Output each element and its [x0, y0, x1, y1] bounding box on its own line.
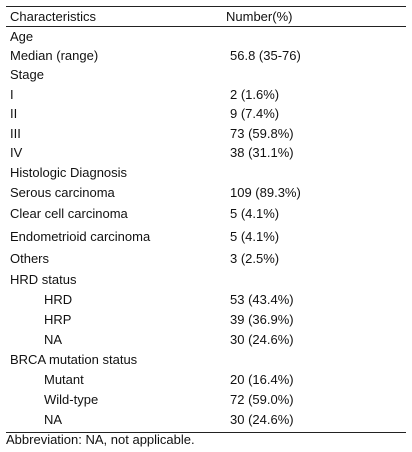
- table-row-brca-status: BRCA mutation status: [6, 350, 406, 370]
- row-label: NA: [44, 412, 63, 427]
- table-row-serous: Serous carcinoma 109 (89.3%): [6, 183, 406, 203]
- table-row-stage-iv: IV 38 (31.1%): [6, 143, 406, 163]
- row-label: Histologic Diagnosis: [10, 165, 128, 180]
- table-row-hrd: HRD 53 (43.4%): [6, 290, 406, 310]
- table-row-hrd-status: HRD status: [6, 270, 406, 290]
- row-value: 73 (59.8%): [230, 126, 294, 141]
- characteristics-table: Characteristics Number(%) Age Median (ra…: [6, 6, 406, 433]
- table-row-others: Others 3 (2.5%): [6, 249, 406, 269]
- row-label: Age: [10, 29, 34, 44]
- row-label: Serous carcinoma: [10, 185, 115, 200]
- row-label: I: [10, 87, 14, 102]
- row-label: Others: [10, 251, 50, 266]
- row-value: 3 (2.5%): [230, 251, 280, 266]
- row-label: HRD status: [10, 272, 77, 287]
- table-row-endometrioid: Endometrioid carcinoma 5 (4.1%): [6, 227, 406, 247]
- table-row-hrp: HRP 39 (36.9%): [6, 310, 406, 330]
- row-label: Wild-type: [44, 392, 99, 407]
- row-value: 72 (59.0%): [230, 392, 294, 407]
- row-label: HRP: [44, 312, 72, 327]
- row-value: 38 (31.1%): [230, 145, 294, 160]
- row-value: 30 (24.6%): [230, 332, 294, 347]
- table-body: Age Median (range) 56.8 (35-76) Stage I …: [6, 27, 406, 432]
- row-label: Median (range): [10, 48, 99, 63]
- row-value: 2 (1.6%): [230, 87, 280, 102]
- row-label: BRCA mutation status: [10, 352, 138, 367]
- table-row-brca-na: NA 30 (24.6%): [6, 410, 406, 430]
- row-value: 56.8 (35-76): [230, 48, 301, 63]
- table-row-clear-cell: Clear cell carcinoma 5 (4.1%): [6, 204, 406, 224]
- row-label: Mutant: [44, 372, 84, 387]
- row-value: 5 (4.1%): [230, 229, 280, 244]
- row-value: 39 (36.9%): [230, 312, 294, 327]
- row-value: 5 (4.1%): [230, 206, 280, 221]
- table-row-stage-ii: II 9 (7.4%): [6, 104, 406, 124]
- row-value: 53 (43.4%): [230, 292, 294, 307]
- row-label: III: [10, 126, 21, 141]
- table-row-stage-iii: III 73 (59.8%): [6, 124, 406, 144]
- table-row-stage-i: I 2 (1.6%): [6, 85, 406, 105]
- table-row-age: Age: [6, 27, 406, 47]
- row-label: IV: [10, 145, 23, 160]
- table-row-wild-type: Wild-type 72 (59.0%): [6, 390, 406, 410]
- table-bottom-rule: [6, 432, 406, 433]
- table-row-hrd-na: NA 30 (24.6%): [6, 330, 406, 350]
- table-row-histologic-diagnosis: Histologic Diagnosis: [6, 163, 406, 183]
- row-value: 9 (7.4%): [230, 106, 280, 121]
- row-label: NA: [44, 332, 63, 347]
- row-value: 109 (89.3%): [230, 185, 301, 200]
- table-header-rule: [6, 26, 406, 27]
- header-characteristics: Characteristics: [10, 9, 96, 24]
- header-number: Number(%): [226, 9, 293, 24]
- table-footnote: Abbreviation: NA, not applicable.: [6, 432, 195, 447]
- row-label: HRD: [44, 292, 73, 307]
- table-top-rule: [6, 6, 406, 7]
- table-row-median: Median (range) 56.8 (35-76): [6, 46, 406, 66]
- row-value: 20 (16.4%): [230, 372, 294, 387]
- row-label: Endometrioid carcinoma: [10, 229, 151, 244]
- table-header-row: Characteristics Number(%): [6, 7, 406, 26]
- row-value: 30 (24.6%): [230, 412, 294, 427]
- row-label: II: [10, 106, 18, 121]
- row-label: Stage: [10, 67, 44, 82]
- table-row-stage: Stage: [6, 65, 406, 85]
- row-label: Clear cell carcinoma: [10, 206, 128, 221]
- table-row-mutant: Mutant 20 (16.4%): [6, 370, 406, 390]
